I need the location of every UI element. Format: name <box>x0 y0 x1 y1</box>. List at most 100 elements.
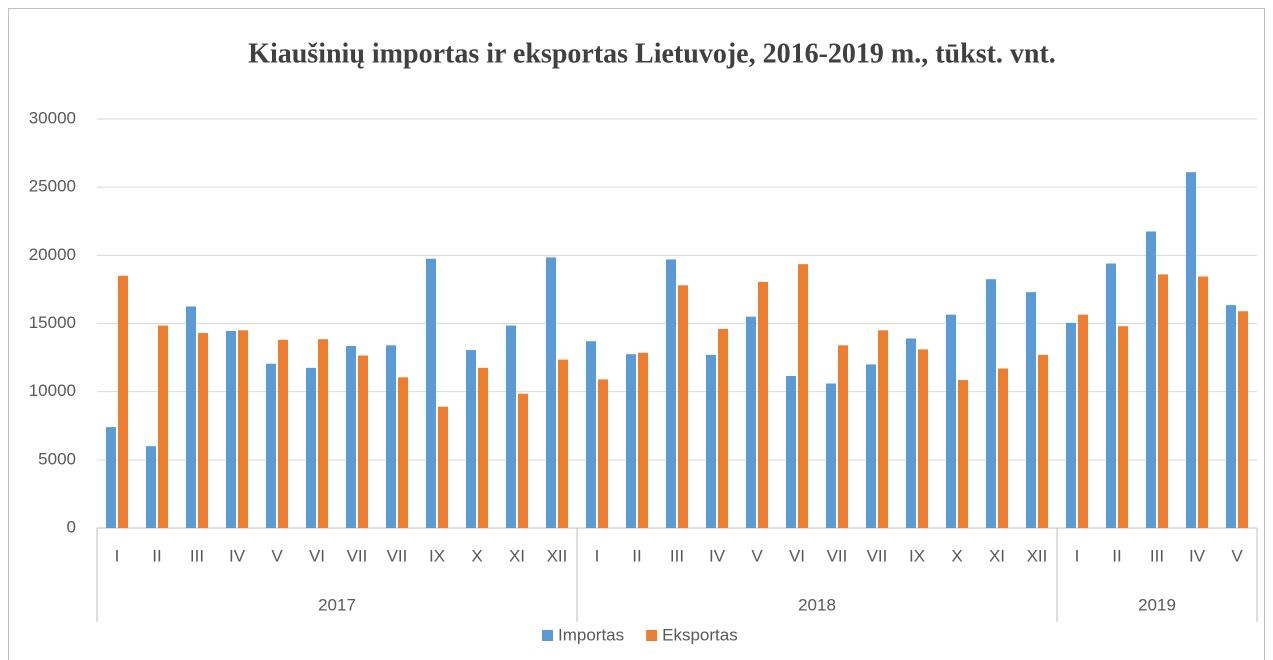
bar <box>1106 263 1116 528</box>
legend-swatch <box>542 630 553 641</box>
bar <box>998 368 1008 528</box>
x-tick-label: III <box>1150 546 1164 565</box>
bar <box>466 350 476 528</box>
x-tick-label: IX <box>909 546 925 565</box>
bar <box>306 367 316 528</box>
bar <box>866 364 876 528</box>
bar <box>358 355 368 528</box>
bar <box>1026 292 1036 528</box>
x-tick-label: XI <box>989 546 1005 565</box>
x-tick-label: X <box>951 546 962 565</box>
bar <box>906 338 916 528</box>
bar <box>718 328 728 528</box>
bar <box>638 352 648 528</box>
bar <box>518 393 528 528</box>
bar <box>598 379 608 528</box>
x-tick-label: IV <box>229 546 246 565</box>
y-tick-label: 30000 <box>29 108 76 127</box>
y-tick-label: 25000 <box>29 177 76 196</box>
bar <box>1038 354 1048 528</box>
bar <box>626 354 636 528</box>
bar <box>158 325 168 528</box>
x-tick-label: V <box>1231 546 1243 565</box>
group-label: 2017 <box>318 595 356 614</box>
bar <box>558 359 568 528</box>
chart-title: Kiaušinių importas ir eksportas Lietuvoj… <box>248 38 1056 69</box>
x-tick-label: IX <box>429 546 445 565</box>
bar <box>106 427 116 528</box>
x-tick-label: VII <box>387 546 408 565</box>
bar <box>706 354 716 528</box>
x-tick-label: XII <box>1027 546 1048 565</box>
bar <box>826 383 836 528</box>
bar <box>1158 274 1168 528</box>
bar <box>786 375 796 528</box>
y-tick-label: 5000 <box>38 449 76 468</box>
y-tick-label: 15000 <box>29 313 76 332</box>
bar <box>1226 305 1236 528</box>
bar <box>118 275 128 528</box>
y-tick-label: 0 <box>67 517 76 536</box>
legend-label: Importas <box>558 625 624 644</box>
group-label: 2019 <box>1138 595 1176 614</box>
x-tick-label: II <box>1112 546 1121 565</box>
bar <box>318 339 328 528</box>
bar <box>1066 322 1076 528</box>
x-tick-label: III <box>190 546 204 565</box>
bar <box>1238 311 1248 528</box>
bar <box>278 339 288 528</box>
x-tick-label: V <box>271 546 283 565</box>
bar <box>346 345 356 528</box>
chart-border <box>8 8 1265 660</box>
bar <box>666 259 676 528</box>
bar <box>398 377 408 528</box>
x-tick-label: II <box>632 546 641 565</box>
bar <box>1118 326 1128 528</box>
x-tick-label: VII <box>827 546 848 565</box>
x-tick-label: IV <box>1189 546 1206 565</box>
bar <box>438 406 448 528</box>
bar <box>146 446 156 528</box>
x-tick-label: I <box>1075 546 1080 565</box>
x-tick-label: III <box>670 546 684 565</box>
bar <box>226 330 236 528</box>
legend-swatch <box>646 630 658 641</box>
bar <box>426 258 436 528</box>
bar <box>478 367 488 528</box>
bar <box>386 345 396 528</box>
group-label: 2018 <box>798 595 836 614</box>
x-tick-label: VII <box>347 546 368 565</box>
bar <box>586 341 596 528</box>
x-tick-label: VI <box>789 546 805 565</box>
x-tick-label: VI <box>309 546 325 565</box>
bar <box>198 333 208 528</box>
x-tick-label: XII <box>547 546 568 565</box>
x-tick-label: XI <box>509 546 525 565</box>
x-tick-label: V <box>751 546 763 565</box>
bar <box>1186 172 1196 529</box>
bar <box>1198 276 1208 528</box>
bar <box>678 285 688 528</box>
bar <box>918 349 928 528</box>
bar <box>1146 231 1156 528</box>
bar <box>1078 314 1088 528</box>
bar <box>958 380 968 528</box>
bar <box>946 314 956 528</box>
x-tick-label: X <box>471 546 482 565</box>
bar <box>878 330 888 528</box>
bar <box>746 316 756 528</box>
x-tick-label: I <box>595 546 600 565</box>
bar <box>238 330 248 528</box>
bar <box>758 281 768 528</box>
x-tick-label: VII <box>867 546 888 565</box>
y-tick-label: 20000 <box>29 245 76 264</box>
bar <box>546 257 556 528</box>
legend-label: Eksportas <box>662 625 738 644</box>
bar <box>838 345 848 528</box>
bar <box>798 264 808 528</box>
y-tick-label: 10000 <box>29 381 76 400</box>
x-tick-label: I <box>115 546 120 565</box>
bar <box>266 363 276 528</box>
x-tick-label: II <box>152 546 161 565</box>
